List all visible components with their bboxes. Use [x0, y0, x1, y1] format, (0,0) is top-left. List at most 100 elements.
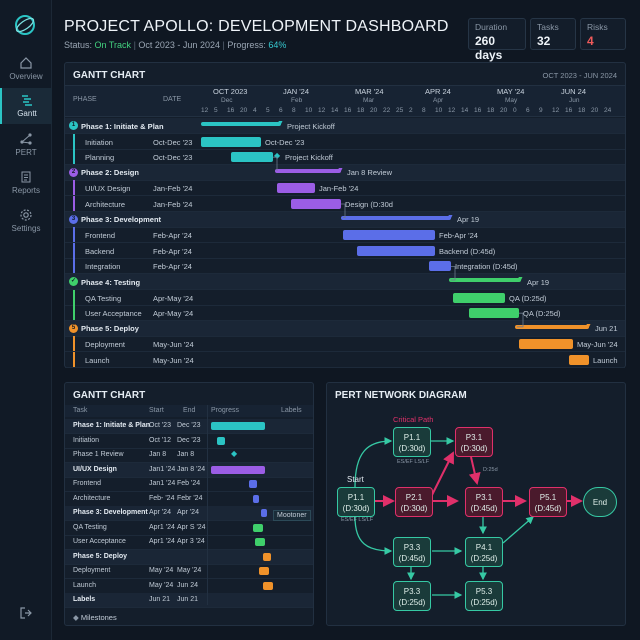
- task-label[interactable]: Phase 1 Review: [73, 451, 124, 458]
- progress-bar[interactable]: [263, 581, 273, 590]
- row-divider: [65, 351, 625, 353]
- progress-bar[interactable]: [217, 436, 225, 445]
- phase-label[interactable]: Phase 4: Testing: [81, 277, 141, 287]
- pert-node-p3-3[interactable]: P3.3 (D:45d): [393, 537, 431, 567]
- day-tick-label: 12: [552, 107, 560, 114]
- task-label[interactable]: Backend: [85, 246, 115, 256]
- task-label[interactable]: Phase 1: Initiate & Plan: [73, 422, 151, 429]
- start-date: Apr '24: [149, 509, 171, 516]
- pert-node-p5-1[interactable]: P5.1 (D:45d): [529, 487, 567, 517]
- status-value: On Track: [94, 40, 132, 50]
- phase-row-bg: [65, 506, 313, 520]
- phase-number-badge: 5: [69, 323, 78, 333]
- task-label[interactable]: Phase 3: Development: [73, 509, 148, 516]
- task-label[interactable]: QA Testing: [73, 523, 107, 531]
- end-date: Febr '24: [177, 494, 203, 502]
- task-bar[interactable]: [291, 199, 341, 209]
- task-bar[interactable]: [469, 308, 519, 319]
- pert-node-p3-1-top[interactable]: P3.1 (D:30d): [455, 427, 493, 457]
- phase-label[interactable]: Phase 2: Design: [81, 168, 139, 178]
- pert-node-p4-1[interactable]: P4.1 (D:25d): [465, 537, 503, 567]
- task-label[interactable]: User Acceptance: [73, 538, 126, 545]
- task-bar[interactable]: [231, 152, 273, 163]
- critical-path-label: Critical Path: [393, 415, 434, 424]
- task-label[interactable]: Initiation: [85, 137, 113, 147]
- task-label[interactable]: Initiation: [73, 436, 100, 444]
- day-tick-label: 25: [396, 107, 404, 114]
- progress-bar[interactable]: [249, 480, 257, 488]
- task-label[interactable]: Launch: [73, 581, 96, 589]
- phase-label[interactable]: Phase 5: Deploy: [81, 324, 139, 334]
- task-label[interactable]: Architecture: [85, 200, 126, 209]
- task-label[interactable]: Frontend: [85, 231, 116, 241]
- day-tick-label: 16: [227, 107, 235, 114]
- task-bar[interactable]: [201, 136, 261, 147]
- progress-bar[interactable]: [263, 552, 271, 561]
- task-label[interactable]: Labels: [73, 596, 96, 603]
- phase-lane-marker: [73, 258, 75, 274]
- pert-node-p2-1[interactable]: P2.1 (D:30d): [395, 487, 433, 517]
- home-icon: [20, 57, 32, 69]
- task-bar[interactable]: [357, 245, 435, 256]
- submonth-label: Mar: [363, 97, 375, 104]
- progress-bar[interactable]: [253, 494, 259, 503]
- task-label[interactable]: UI/UX Design: [85, 184, 131, 194]
- task-label[interactable]: Integration: [85, 262, 121, 272]
- pert-node-p5-3[interactable]: P5.3 (D:25d): [465, 581, 503, 611]
- progress-bar[interactable]: [211, 465, 265, 474]
- task-bar[interactable]: [429, 261, 451, 272]
- progress-bar[interactable]: [261, 509, 267, 517]
- task-label[interactable]: Launch: [85, 356, 110, 365]
- day-tick-label: 12: [448, 107, 456, 114]
- progress-bar[interactable]: [255, 538, 265, 546]
- task-label[interactable]: Deployment: [73, 567, 111, 574]
- pert-node-p1-1[interactable]: P1.1 (D:30d): [393, 427, 431, 457]
- task-bar[interactable]: [277, 183, 315, 194]
- pert-node-end[interactable]: End: [583, 487, 617, 517]
- phase-lane-marker: [73, 133, 75, 149]
- phase-summary-bar[interactable]: [275, 168, 341, 173]
- task-bar[interactable]: [569, 355, 589, 365]
- task-label[interactable]: Architecture: [73, 494, 111, 502]
- node-id: P5.3: [475, 587, 493, 596]
- task-label[interactable]: Deployment: [85, 340, 126, 350]
- node-duration: (D:30d): [460, 444, 488, 453]
- task-bar[interactable]: [519, 339, 573, 350]
- pert-node-start[interactable]: P1.1 (D:30d): [337, 487, 375, 517]
- col-start: Start: [149, 407, 164, 414]
- sidebar-item-gantt[interactable]: Gantt: [0, 88, 52, 124]
- phase-summary-bar[interactable]: [201, 122, 281, 126]
- task-label[interactable]: UI/UX Design: [73, 465, 117, 473]
- task-label[interactable]: Planning: [85, 153, 115, 163]
- sidebar-item-reports[interactable]: Reports: [0, 170, 52, 206]
- progress-bar[interactable]: [211, 422, 265, 430]
- milestone-icon: ▼: [517, 276, 524, 283]
- progress-bar[interactable]: [253, 523, 263, 532]
- pert-node-p3-3-bottom[interactable]: P3.3 (D:25d): [393, 581, 431, 611]
- task-bar[interactable]: [343, 230, 435, 241]
- phase-lane-marker: [73, 289, 75, 305]
- phase-summary-bar[interactable]: [449, 278, 521, 282]
- phase-label[interactable]: Phase 1: Initiate & Plan: [81, 121, 164, 131]
- pert-node-p3-1[interactable]: P3.1 (D:45d): [465, 487, 503, 517]
- task-label[interactable]: Phase 5: Deploy: [73, 552, 128, 560]
- phase-label[interactable]: Phase 3: Development: [81, 215, 162, 225]
- logout-icon[interactable]: [19, 606, 33, 620]
- phase-number-badge: 1: [69, 121, 78, 130]
- progress-bar[interactable]: [259, 567, 269, 575]
- bar-label: Launch: [593, 356, 618, 365]
- sidebar-item-pert[interactable]: PERT: [0, 132, 52, 168]
- sidebar-item-label: Overview: [9, 72, 43, 81]
- task-label[interactable]: Frontend: [73, 480, 102, 487]
- task-label[interactable]: QA Testing: [85, 293, 122, 303]
- phase-summary-bar[interactable]: [515, 324, 589, 329]
- task-bar[interactable]: [453, 292, 505, 303]
- row-divider: [65, 195, 625, 197]
- start-date: Oct '23: [149, 422, 171, 429]
- sidebar-item-settings[interactable]: Settings: [0, 208, 52, 244]
- gantt-panel: GANTT CHART OCT 2023 - JUN 2024 PHASE DA…: [64, 62, 626, 368]
- phase-row-bg: [65, 320, 625, 336]
- phase-summary-bar[interactable]: [341, 215, 451, 220]
- sidebar-item-overview[interactable]: Overview: [0, 56, 52, 92]
- task-label[interactable]: User Acceptance: [85, 309, 142, 319]
